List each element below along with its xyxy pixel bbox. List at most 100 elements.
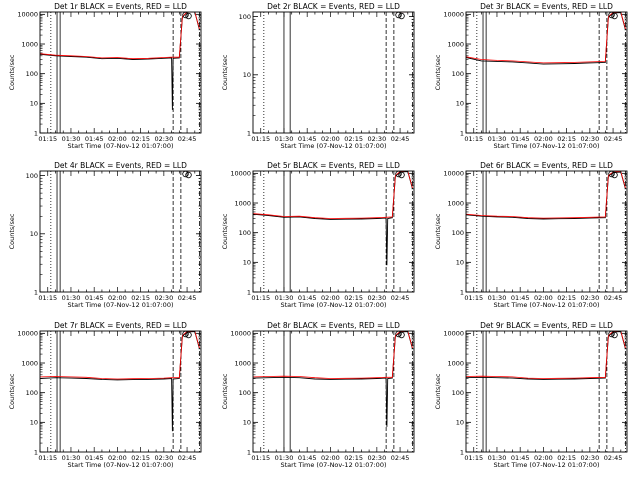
panel-title: Det 2r BLACK = Events, RED = LLD (267, 2, 400, 11)
x-tick-label: 01:15 (464, 294, 483, 302)
y-tick-label: 1000 (447, 40, 464, 48)
x-axis-label: Start Time (07-Nov-12 01:07:00) (494, 461, 600, 469)
series-events (466, 171, 626, 220)
y-tick-label: 100 (452, 389, 464, 397)
x-tick-label: 02:00 (534, 454, 553, 462)
x-tick-label: 02:45 (391, 454, 410, 462)
panel-det-3: Det 3r BLACK = Events, RED = LLD 1 10 100 10… (434, 2, 628, 150)
y-tick-label: 100 (239, 389, 251, 397)
x-tick-label: 02:00 (321, 454, 340, 462)
y-tick-label: 1000 (21, 359, 38, 367)
y-tick-label: 100 (239, 229, 251, 237)
y-tick-label: 10 (456, 419, 464, 427)
x-tick-label: 02:15 (344, 454, 363, 462)
panel-det-6: Det 6r BLACK = Events, RED = LLD 1 10 100 10… (434, 161, 628, 309)
y-axis-label: Counts/sec (434, 373, 442, 409)
x-tick-label: 02:45 (178, 294, 197, 302)
y-tick-label: 100 (26, 70, 38, 78)
x-tick-label: 02:00 (108, 135, 127, 143)
y-tick-label: 100 (26, 172, 38, 180)
plot-area (40, 331, 200, 452)
x-axis-label: Start Time (07-Nov-12 01:07:00) (281, 301, 387, 309)
top-marker-circle (398, 12, 405, 20)
x-tick-label: 01:15 (251, 294, 270, 302)
series-events (466, 12, 626, 65)
y-tick-label: 10 (30, 100, 38, 108)
plot-area (50, 171, 200, 292)
x-tick-label: 01:45 (511, 454, 530, 462)
x-tick-label: 02:30 (367, 294, 386, 302)
y-tick-label: 10 (456, 100, 464, 108)
x-axis-label: Start Time (07-Nov-12 01:07:00) (68, 301, 174, 309)
x-axis-label: Start Time (07-Nov-12 01:07:00) (281, 142, 387, 150)
panel-title: Det 9r BLACK = Events, RED = LLD (480, 321, 613, 330)
x-tick-label: 01:15 (464, 135, 483, 143)
x-tick-label: 01:15 (38, 135, 57, 143)
y-tick-label: 10 (30, 230, 38, 238)
x-tick-label: 01:45 (85, 454, 104, 462)
y-tick-label: 1 (34, 448, 38, 456)
x-tick-label: 02:30 (154, 294, 173, 302)
panel-det-2: Det 2r BLACK = Events, RED = LLD 1 10 100 01… (221, 2, 415, 150)
plot-frame (252, 11, 415, 134)
y-tick-label: 10000 (17, 11, 38, 19)
series-lld (253, 331, 413, 379)
x-tick-label: 01:15 (464, 454, 483, 462)
x-tick-label: 02:00 (108, 294, 127, 302)
panel-title: Det 8r BLACK = Events, RED = LLD (267, 321, 400, 330)
plot-frame (465, 11, 628, 134)
y-tick-label: 10000 (443, 170, 464, 178)
x-tick-label: 02:30 (154, 135, 173, 143)
panel-det-1: Det 1r BLACK = Events, RED = LLD 1 10 100 10… (8, 2, 202, 150)
x-tick-label: 01:30 (275, 135, 294, 143)
panel-title: Det 6r BLACK = Events, RED = LLD (480, 161, 613, 170)
top-marker-circle (185, 171, 192, 179)
y-tick-label: 10000 (230, 330, 251, 338)
series-lld (40, 331, 200, 380)
x-tick-label: 02:45 (391, 135, 410, 143)
y-tick-label: 1 (34, 129, 38, 137)
x-tick-label: 02:15 (131, 454, 150, 462)
plot-area (253, 331, 413, 452)
x-tick-label: 01:15 (251, 454, 270, 462)
x-tick-label: 01:30 (488, 294, 507, 302)
y-tick-label: 1000 (447, 199, 464, 207)
y-axis-label: Counts/sec (8, 213, 16, 249)
series-events (466, 331, 626, 380)
plot-frame (39, 330, 202, 453)
x-tick-label: 01:45 (85, 294, 104, 302)
y-tick-label: 10000 (17, 330, 38, 338)
panel-det-5: Det 5r BLACK = Events, RED = LLD 1 10 100 10… (221, 161, 415, 309)
x-tick-label: 01:45 (298, 294, 317, 302)
y-tick-label: 10 (243, 419, 251, 427)
plot-area (466, 171, 626, 292)
y-axis-label: Counts/sec (221, 213, 229, 249)
plot-area (466, 331, 626, 452)
y-tick-label: 100 (452, 70, 464, 78)
x-tick-label: 01:30 (62, 135, 81, 143)
x-tick-label: 01:15 (38, 294, 57, 302)
x-tick-label: 02:45 (391, 294, 410, 302)
x-tick-label: 02:30 (367, 454, 386, 462)
y-axis-label: Counts/sec (8, 373, 16, 409)
x-tick-label: 02:00 (534, 135, 553, 143)
series-events (40, 12, 200, 110)
y-tick-label: 10 (243, 71, 251, 79)
y-axis-label: Counts/sec (434, 213, 442, 249)
plot-area (466, 12, 626, 133)
series-lld (253, 171, 413, 219)
series-lld (466, 331, 626, 379)
x-tick-label: 01:45 (298, 135, 317, 143)
x-tick-label: 02:45 (604, 135, 623, 143)
x-tick-label: 02:15 (131, 135, 150, 143)
y-tick-label: 1 (34, 288, 38, 296)
top-marker-circle (398, 331, 405, 339)
x-tick-label: 02:30 (367, 135, 386, 143)
x-tick-label: 01:30 (275, 294, 294, 302)
x-tick-label: 02:45 (178, 135, 197, 143)
y-axis-label: Counts/sec (221, 54, 229, 90)
y-tick-label: 10000 (443, 330, 464, 338)
y-tick-label: 1 (460, 448, 464, 456)
y-tick-label: 1000 (234, 359, 251, 367)
